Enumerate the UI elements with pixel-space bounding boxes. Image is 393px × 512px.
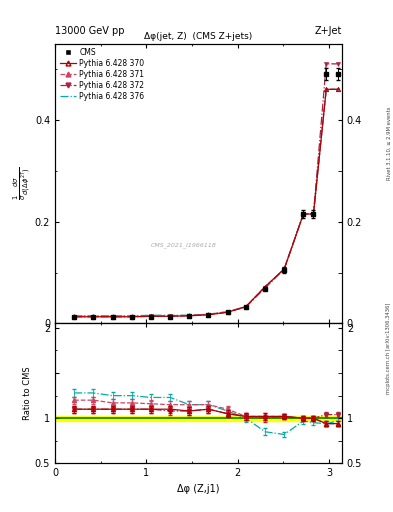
Text: CMS_2021_I1966118: CMS_2021_I1966118: [151, 242, 217, 248]
Text: 13000 GeV pp: 13000 GeV pp: [55, 26, 125, 36]
Y-axis label: Ratio to CMS: Ratio to CMS: [23, 367, 32, 420]
Text: Z+Jet: Z+Jet: [314, 26, 342, 36]
Y-axis label: $\frac{1}{\sigma}\frac{d\sigma}{d(\Delta\phi^{2T})}$: $\frac{1}{\sigma}\frac{d\sigma}{d(\Delta…: [12, 167, 33, 200]
Title: Δφ(jet, Z)  (CMS Z+jets): Δφ(jet, Z) (CMS Z+jets): [144, 32, 253, 41]
Text: mcplots.cern.ch [arXiv:1306.3436]: mcplots.cern.ch [arXiv:1306.3436]: [386, 303, 391, 394]
Bar: [55, 416, 342, 421]
Legend: CMS, Pythia 6.428 370, Pythia 6.428 371, Pythia 6.428 372, Pythia 6.428 376: CMS, Pythia 6.428 370, Pythia 6.428 371,…: [58, 47, 146, 102]
X-axis label: Δφ (Z,j1): Δφ (Z,j1): [177, 484, 220, 494]
Text: Rivet 3.1.10, ≥ 2.9M events: Rivet 3.1.10, ≥ 2.9M events: [386, 106, 391, 180]
